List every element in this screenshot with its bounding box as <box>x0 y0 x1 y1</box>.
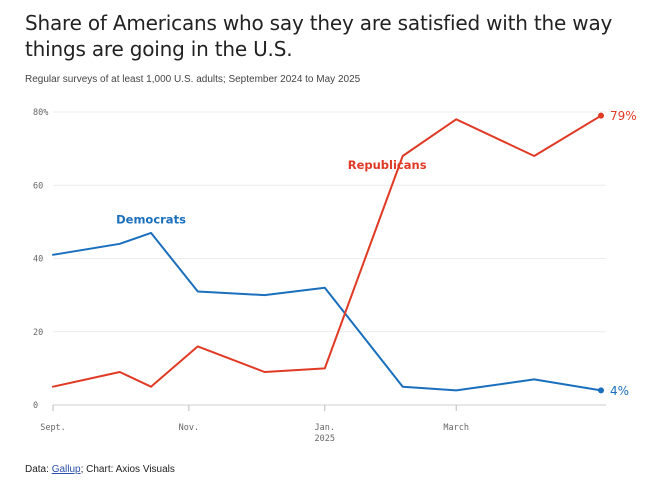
series-end-label-republicans: 79% <box>610 109 637 123</box>
x-tick-sublabel: 2025 <box>315 434 335 444</box>
chart-subtitle: Regular surveys of at least 1,000 U.S. a… <box>25 74 361 85</box>
source-link[interactable]: Gallup <box>51 464 81 475</box>
y-tick-label: 0 <box>33 401 38 411</box>
series-end-point-republicans <box>598 112 604 119</box>
series-line-democrats <box>52 231 602 392</box>
y-tick-label: 20 <box>33 328 43 338</box>
series-end-point-democrats <box>598 387 604 394</box>
footer-credit: ; Chart: Axios Visuals <box>80 464 175 475</box>
chart-title: Share of Americans who say they are sati… <box>25 11 613 61</box>
chart-footer: Data: Gallup; Chart: Axios Visuals <box>25 464 175 475</box>
x-tick-label: Jan. <box>315 423 335 433</box>
y-tick-label: 40 <box>33 255 43 265</box>
series-label-republicans: Republicans <box>348 158 427 172</box>
x-tick-label: March <box>443 423 469 433</box>
series-label-democrats: Democrats <box>116 213 186 227</box>
y-tick-label: 80% <box>33 108 48 118</box>
y-tick-label: 60 <box>33 181 43 191</box>
footer-data-prefix: Data: <box>25 464 52 475</box>
series-line-republicans <box>52 114 602 388</box>
series-end-label-democrats: 4% <box>610 384 629 398</box>
x-tick-label: Sept. <box>40 423 66 433</box>
x-tick-label: Nov. <box>179 423 199 433</box>
